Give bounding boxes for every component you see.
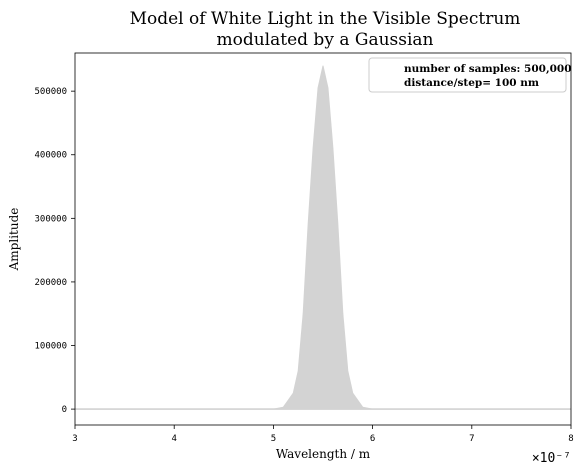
legend-samples-text: number of samples: 500,000 <box>404 63 572 75</box>
x-tick-label: 6 <box>370 434 375 444</box>
y-axis: 0 100000 200000 300000 400000 500000 <box>34 87 75 415</box>
series-layer <box>75 65 571 410</box>
x-axis: 3 4 5 6 7 8 <box>72 425 574 444</box>
x-tick-label: 4 <box>171 434 176 444</box>
chart-title: Model of White Light in the Visible Spec… <box>130 9 521 29</box>
y-tick-label: 500000 <box>34 87 67 97</box>
x-tick-label: 5 <box>271 434 276 444</box>
x-tick-label: 3 <box>72 434 77 444</box>
legend: number of samples: 500,000 distance/step… <box>368 57 572 93</box>
y-tick-label: 200000 <box>34 278 67 288</box>
x-axis-label: Wavelength / m <box>276 447 371 461</box>
x-tick-label: 7 <box>469 434 474 444</box>
y-axis-label: Amplitude <box>7 208 21 272</box>
chart-subtitle: modulated by a Gaussian <box>217 30 434 50</box>
y-tick-label: 100000 <box>34 342 67 352</box>
legend-box <box>368 57 567 93</box>
x-tick-label: 8 <box>568 434 573 444</box>
y-tick-label: 300000 <box>34 214 67 224</box>
legend-step-text: distance/step= 100 nm <box>404 77 539 89</box>
plot-area: 3 4 5 6 7 8 0 100000 200000 300000 400000 500000 <box>34 52 574 444</box>
y-tick-label: 0 <box>62 405 67 415</box>
plot-frame <box>74 52 572 426</box>
series-area-0 <box>75 65 571 410</box>
y-tick-label: 400000 <box>34 151 67 161</box>
x-axis-scale-label: ×10⁻⁷ <box>532 451 571 466</box>
